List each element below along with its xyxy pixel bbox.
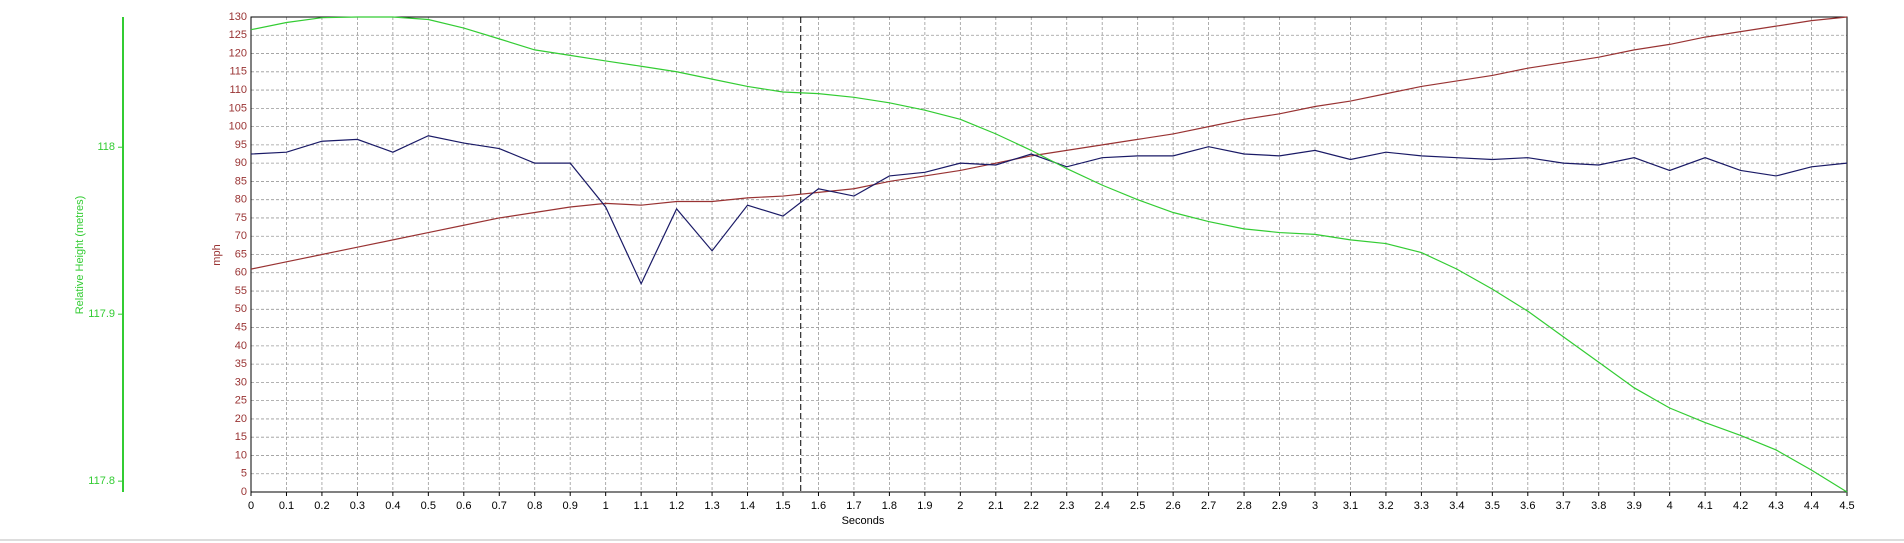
- x-tick-label: 3.1: [1343, 500, 1358, 512]
- x-tick-label: 0.4: [385, 500, 400, 512]
- x-tick-label: 4.5: [1839, 500, 1854, 512]
- x-tick-label: 2.3: [1059, 500, 1074, 512]
- x-tick-label: 4.3: [1768, 500, 1783, 512]
- x-tick-label: 3.5: [1485, 500, 1500, 512]
- y-tick-label: 30: [235, 376, 247, 388]
- x-tick-label: 1.2: [669, 500, 684, 512]
- x-tick-label: 3: [1312, 500, 1318, 512]
- x-tick-label: 2: [957, 500, 963, 512]
- x-tick-label: 2.9: [1272, 500, 1287, 512]
- y-tick-label: 15: [235, 431, 247, 443]
- x-tick-label: 2.4: [1095, 500, 1110, 512]
- y-tick-label: 40: [235, 340, 247, 352]
- x-tick-label: 1: [603, 500, 609, 512]
- y-tick-label: 75: [235, 212, 247, 224]
- y-tick-label: 55: [235, 285, 247, 297]
- x-tick-label: 0.8: [527, 500, 542, 512]
- y-tick-label: 80: [235, 194, 247, 206]
- x-tick-label: 1.7: [846, 500, 861, 512]
- y-tick-label: 35: [235, 358, 247, 370]
- y-tick-label: 0: [241, 486, 247, 498]
- x-tick-label: 3.8: [1591, 500, 1606, 512]
- x-tick-label: 4.2: [1733, 500, 1748, 512]
- x-tick-label: 4: [1667, 500, 1673, 512]
- y-tick-label: 90: [235, 157, 247, 169]
- y-tick-label: 95: [235, 139, 247, 151]
- y-tick-label: 45: [235, 321, 247, 333]
- y-tick-label: 85: [235, 175, 247, 187]
- x-tick-label: 2.8: [1236, 500, 1251, 512]
- x-tick-label: 3.7: [1556, 500, 1571, 512]
- y2-tick-label: 117.8: [88, 475, 115, 487]
- x-tick-label: 4.4: [1804, 500, 1819, 512]
- x-tick-label: 1.5: [775, 500, 790, 512]
- y2-tick-label: 118: [97, 141, 115, 153]
- plot-frame: [250, 16, 1848, 493]
- y-tick-label: 65: [235, 248, 247, 260]
- y-tick-label: 60: [235, 267, 247, 279]
- series-line: [250, 16, 1848, 493]
- y-tick-label: 130: [229, 11, 247, 23]
- x-tick-label: 3.3: [1414, 500, 1429, 512]
- x-tick-label: 0.6: [456, 500, 471, 512]
- y-tick-label: 25: [235, 395, 247, 407]
- x-tick-label: 1.6: [811, 500, 826, 512]
- x-tick-label: 4.1: [1697, 500, 1712, 512]
- x-tick-label: 0.1: [279, 500, 294, 512]
- x-axis-label: Seconds: [842, 515, 885, 527]
- series-line: [250, 135, 1848, 286]
- y-tick-label: 100: [229, 121, 247, 133]
- x-tick-label: 0.5: [421, 500, 436, 512]
- y2-tick-label: 117.9: [88, 308, 115, 320]
- x-tick-label: 0.3: [350, 500, 365, 512]
- x-tick-label: 0.2: [314, 500, 329, 512]
- y2-axis-label: Relative Height (metres): [74, 196, 86, 315]
- x-tick-label: 3.6: [1520, 500, 1535, 512]
- x-tick-label: 0: [248, 500, 254, 512]
- series-line: [250, 16, 1848, 270]
- x-tick-label: 3.2: [1378, 500, 1393, 512]
- y-tick-label: 115: [229, 66, 247, 78]
- x-tick-label: 2.5: [1130, 500, 1145, 512]
- x-tick-label: 1.4: [740, 500, 755, 512]
- x-tick-label: 1.3: [704, 500, 719, 512]
- x-tick-label: 1.8: [882, 500, 897, 512]
- y-tick-label: 20: [235, 413, 247, 425]
- x-tick-label: 2.1: [988, 500, 1003, 512]
- x-tick-label: 1.9: [917, 500, 932, 512]
- y-tick-label: 125: [229, 29, 247, 41]
- x-tick-label: 3.9: [1627, 500, 1642, 512]
- y-axis-label: mph: [211, 244, 223, 265]
- x-tick-label: 0.9: [563, 500, 578, 512]
- y-tick-label: 5: [241, 468, 247, 480]
- y-tick-label: 70: [235, 230, 247, 242]
- y-tick-label: 110: [229, 84, 247, 96]
- x-tick-label: 0.7: [492, 500, 507, 512]
- x-tick-label: 1.1: [633, 500, 648, 512]
- y-tick-label: 50: [235, 303, 247, 315]
- y-tick-label: 120: [229, 47, 247, 59]
- y-tick-label: 105: [229, 102, 247, 114]
- y-tick-label: 10: [235, 449, 247, 461]
- x-tick-label: 3.4: [1449, 500, 1464, 512]
- x-tick-label: 2.7: [1201, 500, 1216, 512]
- x-tick-label: 2.2: [1024, 500, 1039, 512]
- x-tick-label: 2.6: [1165, 500, 1180, 512]
